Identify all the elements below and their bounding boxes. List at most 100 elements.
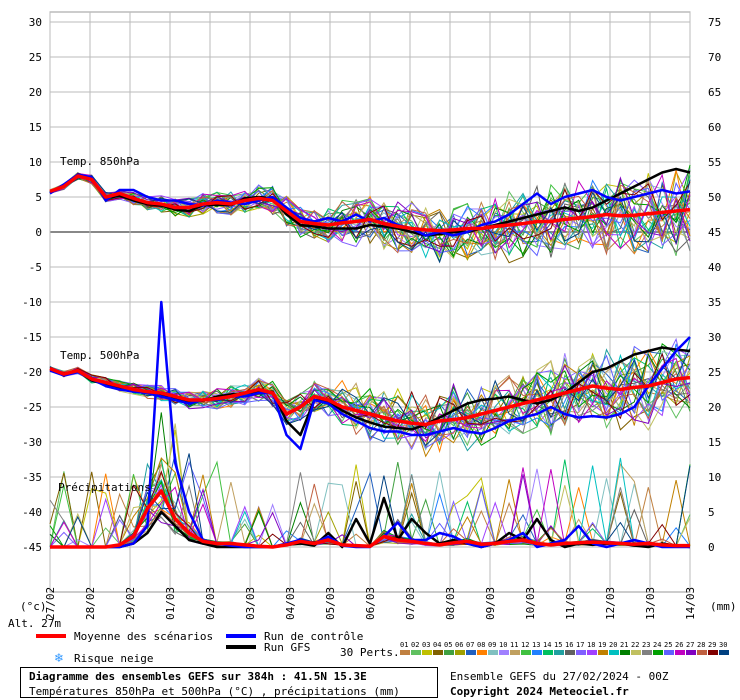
pert-swatch <box>444 650 454 655</box>
x-tick-label: 09/03 <box>484 587 497 620</box>
pert-swatch <box>697 650 707 655</box>
pert-number: 14 <box>543 641 551 649</box>
section-label-t850: Temp. 850hPa <box>60 155 139 168</box>
left-tick-label: 25 <box>29 51 42 64</box>
pert-swatch <box>576 650 586 655</box>
pert-number: 20 <box>609 641 617 649</box>
pert-swatch <box>488 650 498 655</box>
left-tick-label: 30 <box>29 16 42 29</box>
x-tick-label: 29/02 <box>124 587 137 620</box>
pert-number: 04 <box>433 641 441 649</box>
perturbation-line <box>49 173 691 254</box>
legend-mean-label: Moyenne des scénarios <box>74 630 213 643</box>
pert-swatch <box>719 650 729 655</box>
legend-snow-label: Risque neige <box>74 652 153 665</box>
pert-swatch <box>455 650 465 655</box>
pert-swatch <box>521 650 531 655</box>
right-tick-label: 0 <box>708 541 715 554</box>
pert-number: 29 <box>708 641 716 649</box>
main-series-lines <box>49 167 691 549</box>
left-tick-label: 10 <box>29 156 42 169</box>
x-tick-label: 10/03 <box>524 587 537 620</box>
pert-number: 22 <box>631 641 639 649</box>
x-tick-label: 02/03 <box>204 587 217 620</box>
pert-number: 25 <box>664 641 672 649</box>
pert-number: 18 <box>587 641 595 649</box>
snowflake-icon: ❄ <box>54 651 64 665</box>
left-tick-label: 5 <box>35 191 42 204</box>
x-tick-label: 08/03 <box>444 587 457 620</box>
left-tick-label: -30 <box>22 436 42 449</box>
x-tick-label: 12/03 <box>604 587 617 620</box>
pert-number: 03 <box>422 641 430 649</box>
pert-number: 23 <box>642 641 650 649</box>
right-tick-label: 40 <box>708 261 721 274</box>
right-tick-label: 10 <box>708 471 721 484</box>
right-tick-label: 60 <box>708 121 721 134</box>
section-label-precip: Précipitations <box>58 481 151 494</box>
perturbation-line <box>49 174 691 259</box>
right-tick-label: 35 <box>708 296 721 309</box>
pert-number: 12 <box>521 641 529 649</box>
x-tick-label: 04/03 <box>284 587 297 620</box>
section-label-t500: Temp. 500hPa <box>60 349 139 362</box>
pert-number: 24 <box>653 641 661 649</box>
pert-swatch <box>499 650 509 655</box>
pert-number: 28 <box>697 641 705 649</box>
pert-swatch <box>543 650 553 655</box>
run-info: Ensemble GEFS du 27/02/2024 - 00Z <box>450 670 669 683</box>
pert-swatch <box>653 650 663 655</box>
pert-number: 27 <box>686 641 694 649</box>
pert-number: 09 <box>488 641 496 649</box>
x-tick-label: 01/03 <box>164 587 177 620</box>
perturbation-legend: 01 02 03 04 05 06 07 08 09 10 11 12 13 14 15 16 17 18 19 20… <box>400 641 729 655</box>
left-axis-unit: (°c) <box>20 600 47 613</box>
pert-number: 02 <box>411 641 419 649</box>
x-tick-label: 13/03 <box>644 587 657 620</box>
pert-swatch <box>477 650 487 655</box>
pert-swatch <box>708 650 718 655</box>
pert-swatch <box>587 650 597 655</box>
left-tick-label: -45 <box>22 541 42 554</box>
pert-swatch <box>620 650 630 655</box>
right-tick-label: 5 <box>708 506 715 519</box>
pert-swatch <box>686 650 696 655</box>
legend-perts-label: 30 Perts. <box>340 646 400 659</box>
pert-number: 16 <box>565 641 573 649</box>
x-tick-label: 11/03 <box>564 587 577 620</box>
pert-number: 10 <box>499 641 507 649</box>
pert-number: 19 <box>598 641 606 649</box>
left-tick-label: -25 <box>22 401 42 414</box>
series-line-Moyenne des scénarios <box>49 366 691 427</box>
left-tick-label: -5 <box>29 261 42 274</box>
right-tick-label: 30 <box>708 331 721 344</box>
series-line-Moyenne des scénarios <box>49 174 691 233</box>
pert-number: 01 <box>400 641 408 649</box>
pert-swatch <box>422 650 432 655</box>
left-tick-label: -10 <box>22 296 42 309</box>
pert-number: 11 <box>510 641 518 649</box>
x-tick-label: 28/02 <box>84 587 97 620</box>
footer-title-box: Diagramme des ensembles GEFS sur 384h : … <box>20 667 438 698</box>
x-tick-label: 27/02 <box>44 587 57 620</box>
series-line-Run de contrôle <box>49 173 691 237</box>
pert-swatch <box>598 650 608 655</box>
pert-number: 08 <box>477 641 485 649</box>
pert-number: 26 <box>675 641 683 649</box>
right-tick-label: 70 <box>708 51 721 64</box>
pert-number: 21 <box>620 641 628 649</box>
left-tick-label: -40 <box>22 506 42 519</box>
pert-swatch <box>675 650 685 655</box>
pert-swatch <box>510 650 520 655</box>
pert-number: 06 <box>455 641 463 649</box>
axis-tick-labels: 302520151050-5-10-15-20-25-30-35-40-4575… <box>22 16 721 620</box>
right-axis-unit: (mm) <box>710 600 737 613</box>
left-tick-label: -15 <box>22 331 42 344</box>
pert-swatch <box>664 650 674 655</box>
pert-swatch <box>565 650 575 655</box>
left-tick-label: -20 <box>22 366 42 379</box>
right-tick-label: 50 <box>708 191 721 204</box>
footer-subtitle: Températures 850hPa et 500hPa (°C) , pré… <box>29 685 400 698</box>
left-tick-label: 0 <box>35 226 42 239</box>
